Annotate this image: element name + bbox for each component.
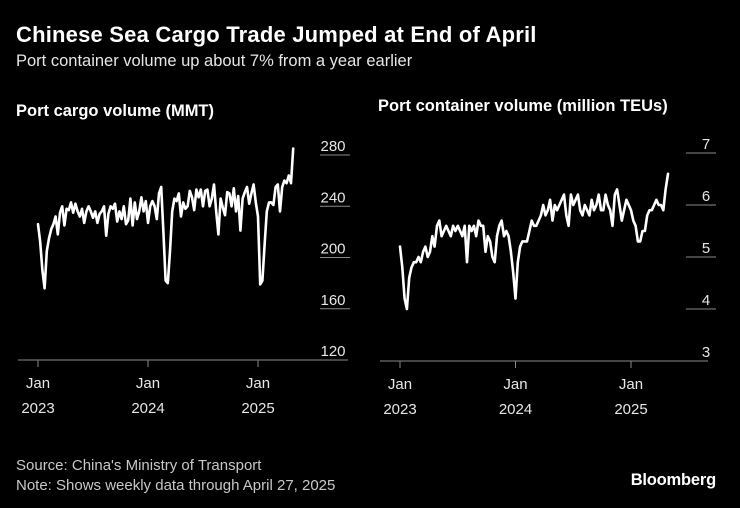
- container-panel-title: Port container volume (million TEUs): [378, 97, 668, 115]
- cargo-x-tick-label: Jan: [136, 375, 160, 392]
- cargo-series-line: [36, 147, 295, 290]
- cargo-x-tick-label: Jan: [26, 375, 50, 392]
- container-x-tick-label: 2024: [499, 401, 532, 418]
- cargo-volume-chart: 120 160 200 240 280 Jan 2023 Jan 2024 Jan 2025: [18, 138, 350, 417]
- chart-subtitle: Port container volume up about 7% from a…: [16, 52, 413, 70]
- cargo-x-tick-label: Jan: [246, 375, 270, 392]
- container-x-tick-label: 2025: [614, 401, 647, 418]
- container-y-tick-label: 6: [702, 188, 710, 205]
- chart-title: Chinese Sea Cargo Trade Jumped at End of…: [16, 22, 537, 47]
- container-x-tick-label: 2023: [383, 401, 416, 418]
- cargo-y-tick-label: 240: [320, 189, 345, 206]
- bloomberg-logo: Bloomberg: [630, 471, 716, 489]
- cargo-y-tick-label: 120: [320, 343, 345, 360]
- container-series-line: [398, 172, 670, 311]
- container-x-tick-label: Jan: [388, 376, 412, 393]
- container-y-tick-label: 7: [702, 136, 710, 153]
- cargo-x-tick-label: 2024: [131, 400, 164, 417]
- cargo-x-tick-label: 2025: [241, 400, 274, 417]
- container-y-tick-label: 5: [702, 240, 710, 257]
- container-y-tick-label: 4: [702, 292, 710, 309]
- source-note: Source: China's Ministry of Transport: [16, 457, 262, 474]
- data-note: Note: Shows weekly data through April 27…: [16, 477, 336, 494]
- container-x-tick-label: Jan: [503, 376, 527, 393]
- container-y-tick-label: 3: [702, 344, 710, 361]
- cargo-panel-title: Port cargo volume (MMT): [16, 102, 215, 120]
- container-x-tick-label: Jan: [619, 376, 643, 393]
- cargo-y-tick-label: 160: [320, 292, 345, 309]
- cargo-x-tick-label: 2023: [21, 400, 54, 417]
- cargo-y-tick-label: 200: [320, 241, 345, 258]
- cargo-y-tick-label: 280: [320, 138, 345, 155]
